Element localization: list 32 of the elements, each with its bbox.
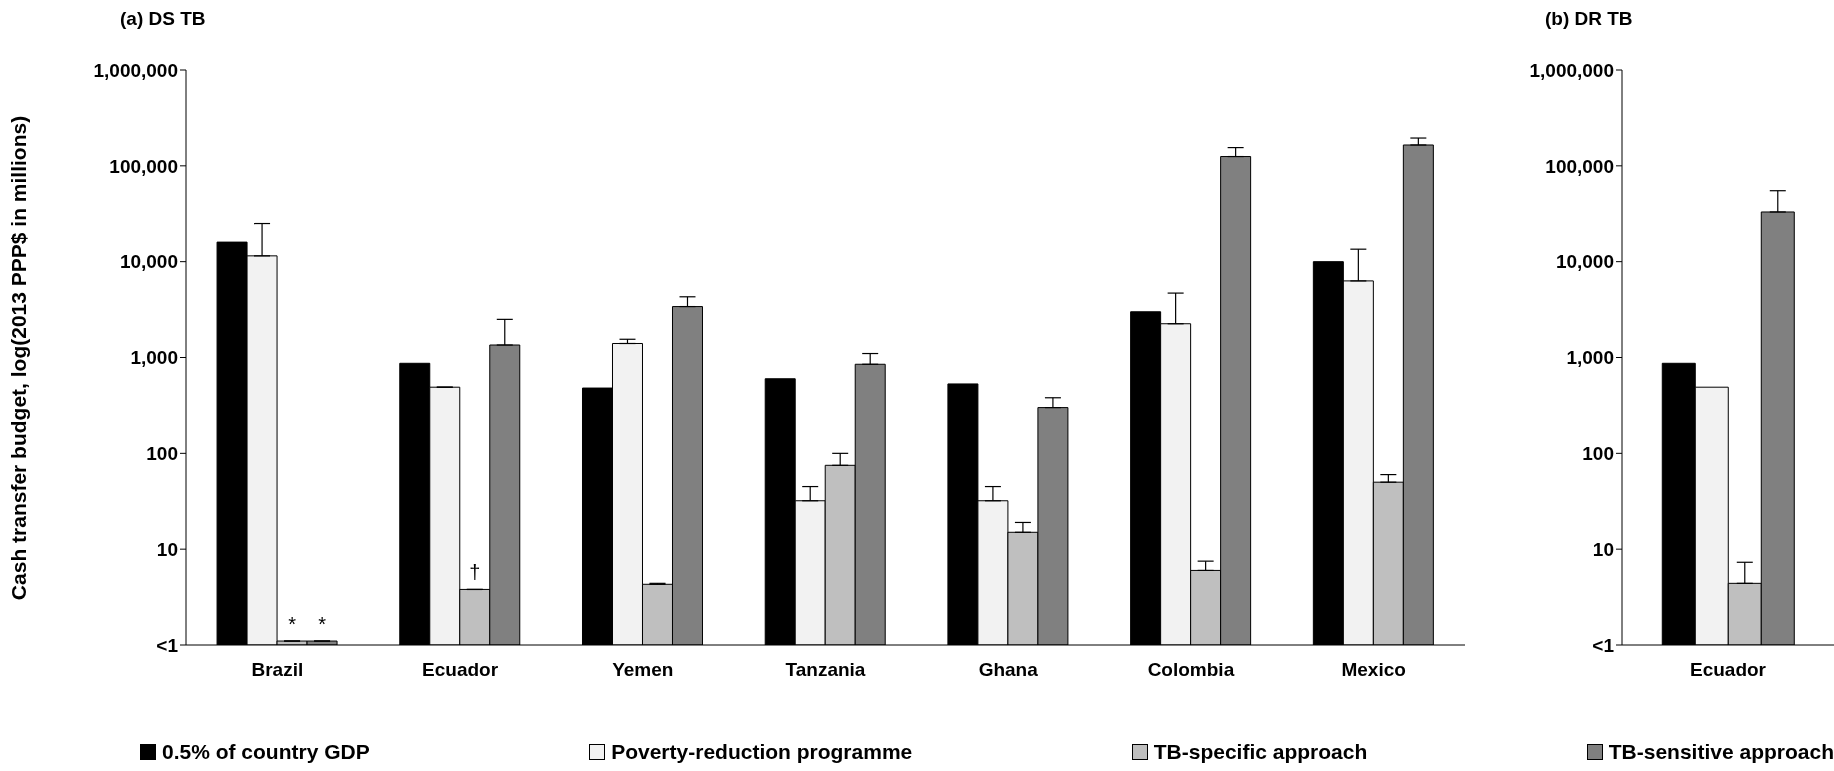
x-tick-label: Ghana	[978, 659, 1039, 681]
y-tick-label: 100,000	[1545, 155, 1614, 177]
y-axis-title: Cash transfer budget, log(2013 PPP$ in millions)	[7, 115, 31, 600]
chart-title: (a) DS TB	[120, 8, 206, 30]
legend-label: TB-specific approach	[1153, 740, 1368, 764]
annotation: †	[469, 561, 481, 584]
y-tick-label: 10	[1592, 538, 1614, 560]
annotation: *	[288, 613, 297, 636]
y-tick-label: <1	[156, 634, 179, 656]
x-tick-label: Brazil	[251, 659, 304, 681]
y-tick-label: <1	[1592, 634, 1615, 656]
y-tick-label: 1,000,000	[1529, 59, 1614, 81]
y-tick-label: 10,000	[119, 251, 178, 273]
chart-title: (b) DR TB	[1545, 8, 1633, 30]
x-tick-label: Ecuador	[422, 659, 499, 681]
y-tick-label: 100	[1582, 443, 1614, 465]
y-tick-label: 1,000	[130, 347, 178, 369]
y-tick-label: 1,000	[1566, 347, 1614, 369]
y-tick-label: 10,000	[1555, 251, 1614, 273]
y-tick-label: 100,000	[109, 155, 178, 177]
legend-label: Poverty-reduction programme	[611, 740, 913, 764]
legend-label: TB-sensitive approach	[1608, 740, 1834, 764]
y-tick-label: 10	[156, 538, 178, 560]
annotation: *	[318, 613, 327, 636]
x-tick-label: Colombia	[1147, 659, 1235, 681]
y-tick-label: 1,000,000	[93, 59, 178, 81]
x-tick-label: Ecuador	[1689, 659, 1767, 681]
y-tick-label: 100	[146, 443, 178, 465]
x-tick-label: Mexico	[1341, 659, 1406, 681]
legend-label: 0.5% of country GDP	[162, 740, 370, 764]
x-tick-label: Yemen	[612, 659, 674, 681]
x-tick-label: Tanzania	[785, 659, 866, 681]
